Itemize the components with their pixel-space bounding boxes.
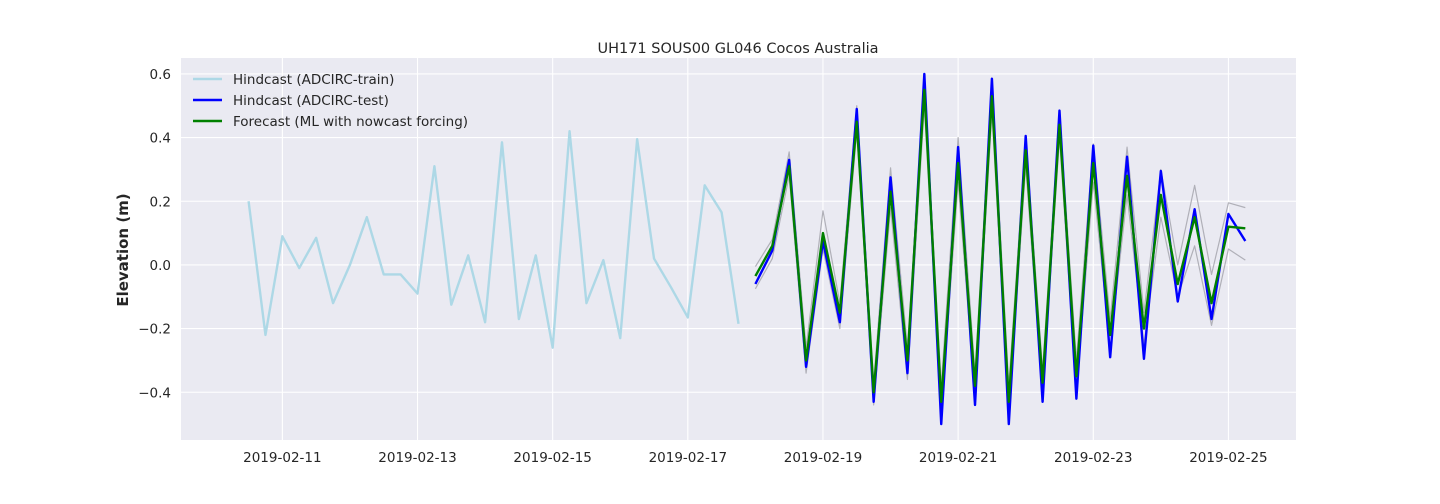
- series-lines: [247, 72, 1247, 426]
- y-tick-label: 0.6: [150, 67, 171, 83]
- x-tick-label: 2019-02-11: [243, 450, 321, 466]
- plot-area: [181, 58, 1296, 440]
- y-axis-ticks: 0.6 0.4 0.2 0.0 −0.2 −0.4: [138, 67, 171, 401]
- y-tick-label: 0.2: [150, 194, 171, 210]
- legend-label: Hindcast (ADCIRC-train): [233, 72, 394, 88]
- legend-label: Forecast (ML with nowcast forcing): [233, 114, 468, 130]
- y-tick-label: 0.0: [150, 258, 171, 274]
- grid-x: [281, 58, 1229, 440]
- y-tick-label: −0.4: [138, 385, 171, 401]
- x-tick-label: 2019-02-15: [513, 450, 591, 466]
- y-tick-label: −0.2: [138, 322, 171, 338]
- y-tick-label: 0.4: [150, 131, 171, 147]
- train-series-line: [247, 130, 740, 349]
- x-tick-label: 2019-02-19: [784, 450, 862, 466]
- legend: Hindcast (ADCIRC-train) Hindcast (ADCIRC-…: [193, 72, 468, 130]
- chart-title: UH171 SOUS00 GL046 Cocos Australia: [597, 41, 878, 57]
- grid-y: [181, 73, 1296, 393]
- y-axis-label: Elevation (m): [114, 193, 132, 306]
- x-axis-ticks: 2019-02-11 2019-02-13 2019-02-15 2019-02-17…: [243, 450, 1268, 466]
- legend-label: Hindcast (ADCIRC-test): [233, 93, 389, 109]
- x-tick-label: 2019-02-13: [378, 450, 456, 466]
- x-tick-label: 2019-02-23: [1054, 450, 1132, 466]
- x-tick-label: 2019-02-25: [1189, 450, 1267, 466]
- forecast-series-line: [754, 88, 1246, 403]
- x-tick-label: 2019-02-21: [919, 450, 997, 466]
- x-tick-label: 2019-02-17: [649, 450, 727, 466]
